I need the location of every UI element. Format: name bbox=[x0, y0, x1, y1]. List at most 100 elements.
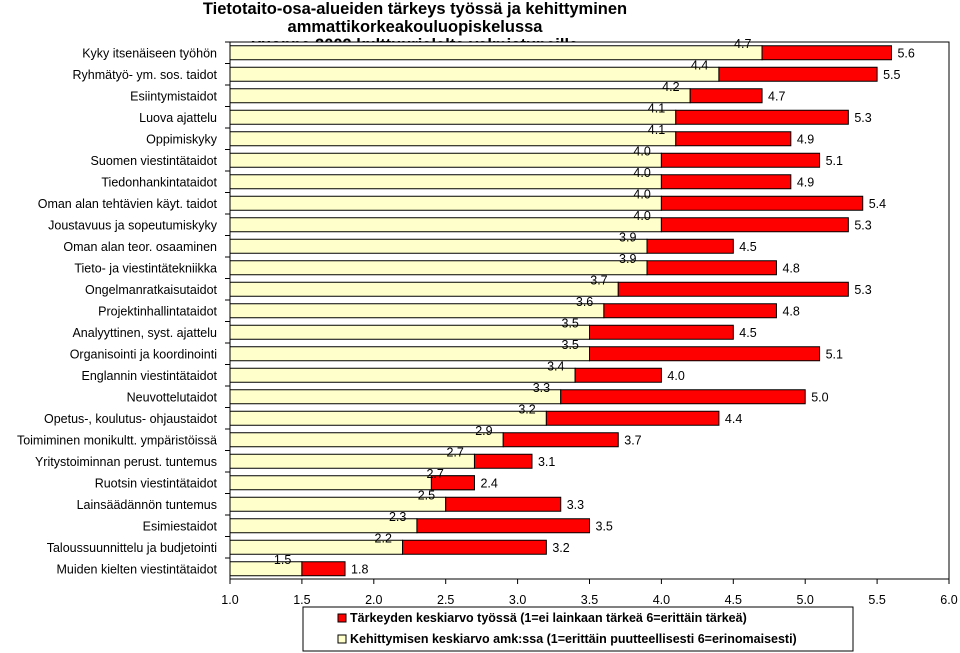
label-development: 3.9 bbox=[619, 252, 636, 266]
category-label: Englannin viestintätaidot bbox=[81, 369, 217, 383]
legend: Tärkeyden keskiarvo työssä (1=ei lainkaa… bbox=[302, 606, 854, 652]
label-development: 4.1 bbox=[648, 101, 665, 115]
label-development: 1.5 bbox=[274, 553, 291, 567]
bar-importance bbox=[660, 195, 864, 211]
category-label: Esiintymistaidot bbox=[130, 89, 217, 103]
category-label: Ruotsin viestintätaidot bbox=[95, 476, 218, 490]
label-development: 4.1 bbox=[648, 123, 665, 137]
chart-title-line-1: Tietotaito-osa-alueiden tärkeys työssä j… bbox=[202, 0, 628, 36]
bar-importance bbox=[416, 518, 590, 534]
x-tick-label: 4.0 bbox=[653, 593, 670, 607]
bar-development bbox=[229, 324, 590, 340]
label-importance: 4.0 bbox=[667, 369, 684, 383]
bar-development bbox=[229, 303, 605, 319]
bar-development bbox=[229, 260, 648, 276]
bar-development bbox=[229, 195, 662, 211]
label-importance: 5.3 bbox=[854, 283, 871, 297]
bar-development bbox=[229, 346, 590, 362]
category-label: Organisointi ja koordinointi bbox=[70, 347, 217, 361]
label-development: 3.6 bbox=[576, 295, 593, 309]
label-importance: 2.4 bbox=[480, 476, 497, 490]
x-tick-label: 3.0 bbox=[509, 593, 526, 607]
x-tick-label: 2.5 bbox=[437, 593, 454, 607]
label-importance: 4.8 bbox=[782, 261, 799, 275]
label-development: 3.3 bbox=[533, 381, 550, 395]
category-label: Luova ajattelu bbox=[139, 111, 217, 125]
category-label: Kyky itsenäiseen työhön bbox=[82, 46, 217, 60]
label-importance: 5.0 bbox=[811, 390, 828, 404]
label-importance: 4.5 bbox=[739, 326, 756, 340]
bar-importance bbox=[430, 475, 475, 491]
label-development: 2.7 bbox=[446, 445, 463, 459]
bar-development bbox=[229, 238, 648, 254]
bar-development bbox=[229, 217, 662, 233]
bar-importance bbox=[603, 303, 777, 319]
category-label: Esimiestaidot bbox=[143, 519, 218, 533]
bar-development bbox=[229, 131, 677, 147]
bar-importance bbox=[589, 346, 821, 362]
bar-importance bbox=[689, 88, 763, 104]
category-label: Oman alan teor. osaaminen bbox=[63, 240, 217, 254]
label-development: 3.5 bbox=[562, 338, 579, 352]
category-label: Ongelmanratkaisutaidot bbox=[85, 283, 218, 297]
label-importance: 4.4 bbox=[725, 412, 742, 426]
category-label: Neuvottelutaidot bbox=[127, 390, 218, 404]
label-development: 3.7 bbox=[590, 273, 607, 287]
bar-importance bbox=[445, 496, 562, 512]
x-tick-label: 5.0 bbox=[797, 593, 814, 607]
label-development: 2.9 bbox=[475, 424, 492, 438]
bar-development bbox=[229, 45, 763, 61]
legend-swatch bbox=[337, 613, 347, 623]
label-development: 3.5 bbox=[562, 316, 579, 330]
label-development: 3.9 bbox=[619, 230, 636, 244]
bar-importance bbox=[402, 539, 547, 555]
bars-layer bbox=[229, 45, 892, 577]
legend-label: Tärkeyden keskiarvo työssä (1=ei lainkaa… bbox=[350, 611, 747, 625]
bar-importance bbox=[617, 281, 849, 297]
value-labels-layer: 5.6 4.7 5.5 4.4 4.7 4.2 5.3 4.1 4.9 4.1 5.1 4.0 4.9 4… bbox=[274, 37, 915, 577]
bar-importance bbox=[660, 174, 792, 190]
legend-box bbox=[302, 606, 854, 652]
label-importance: 4.9 bbox=[797, 175, 814, 189]
category-label: Tiedonhankintataidot bbox=[101, 175, 217, 189]
category-label: Opetus-, koulutus- ohjaustaidot bbox=[44, 412, 218, 426]
label-importance: 5.1 bbox=[826, 347, 843, 361]
category-label: Ryhmätyö- ym. sos. taidot bbox=[73, 68, 218, 82]
bar-importance bbox=[718, 66, 878, 82]
label-importance: 5.5 bbox=[883, 68, 900, 82]
x-tick-label: 6.0 bbox=[940, 593, 957, 607]
x-tick-label: 1.0 bbox=[221, 593, 238, 607]
bar-importance bbox=[473, 453, 533, 469]
bar-development bbox=[229, 66, 720, 82]
category-label: Analyyttinen, syst. ajattelu bbox=[72, 326, 217, 340]
bar-development bbox=[229, 152, 662, 168]
label-development: 4.0 bbox=[633, 166, 650, 180]
label-development: 2.7 bbox=[426, 467, 443, 481]
label-importance: 3.3 bbox=[567, 498, 584, 512]
x-tick-label: 3.5 bbox=[581, 593, 598, 607]
bar-importance bbox=[502, 432, 619, 448]
bar-development bbox=[229, 496, 447, 512]
category-label: Taloussuunnittelu ja budjetointi bbox=[47, 541, 217, 555]
bar-importance bbox=[646, 238, 734, 254]
bar-development bbox=[229, 281, 619, 297]
category-label: Muiden kielten viestintätaidot bbox=[56, 562, 217, 576]
bar-importance bbox=[560, 389, 806, 405]
bar-importance bbox=[761, 45, 892, 61]
label-importance: 5.4 bbox=[869, 197, 886, 211]
label-development: 2.2 bbox=[375, 531, 392, 545]
bar-development bbox=[229, 109, 677, 125]
label-importance: 4.8 bbox=[782, 304, 799, 318]
bar-importance bbox=[574, 367, 662, 383]
label-importance: 5.6 bbox=[897, 46, 914, 60]
legend-swatch bbox=[337, 634, 347, 644]
label-development: 4.0 bbox=[633, 209, 650, 223]
x-tick-label: 5.5 bbox=[868, 593, 885, 607]
bar-development bbox=[229, 389, 562, 405]
label-development: 4.2 bbox=[662, 80, 679, 94]
label-development: 2.3 bbox=[389, 510, 406, 524]
label-importance: 3.1 bbox=[538, 455, 555, 469]
label-importance: 5.3 bbox=[854, 111, 871, 125]
label-development: 4.7 bbox=[734, 37, 751, 51]
bar-importance bbox=[675, 131, 792, 147]
